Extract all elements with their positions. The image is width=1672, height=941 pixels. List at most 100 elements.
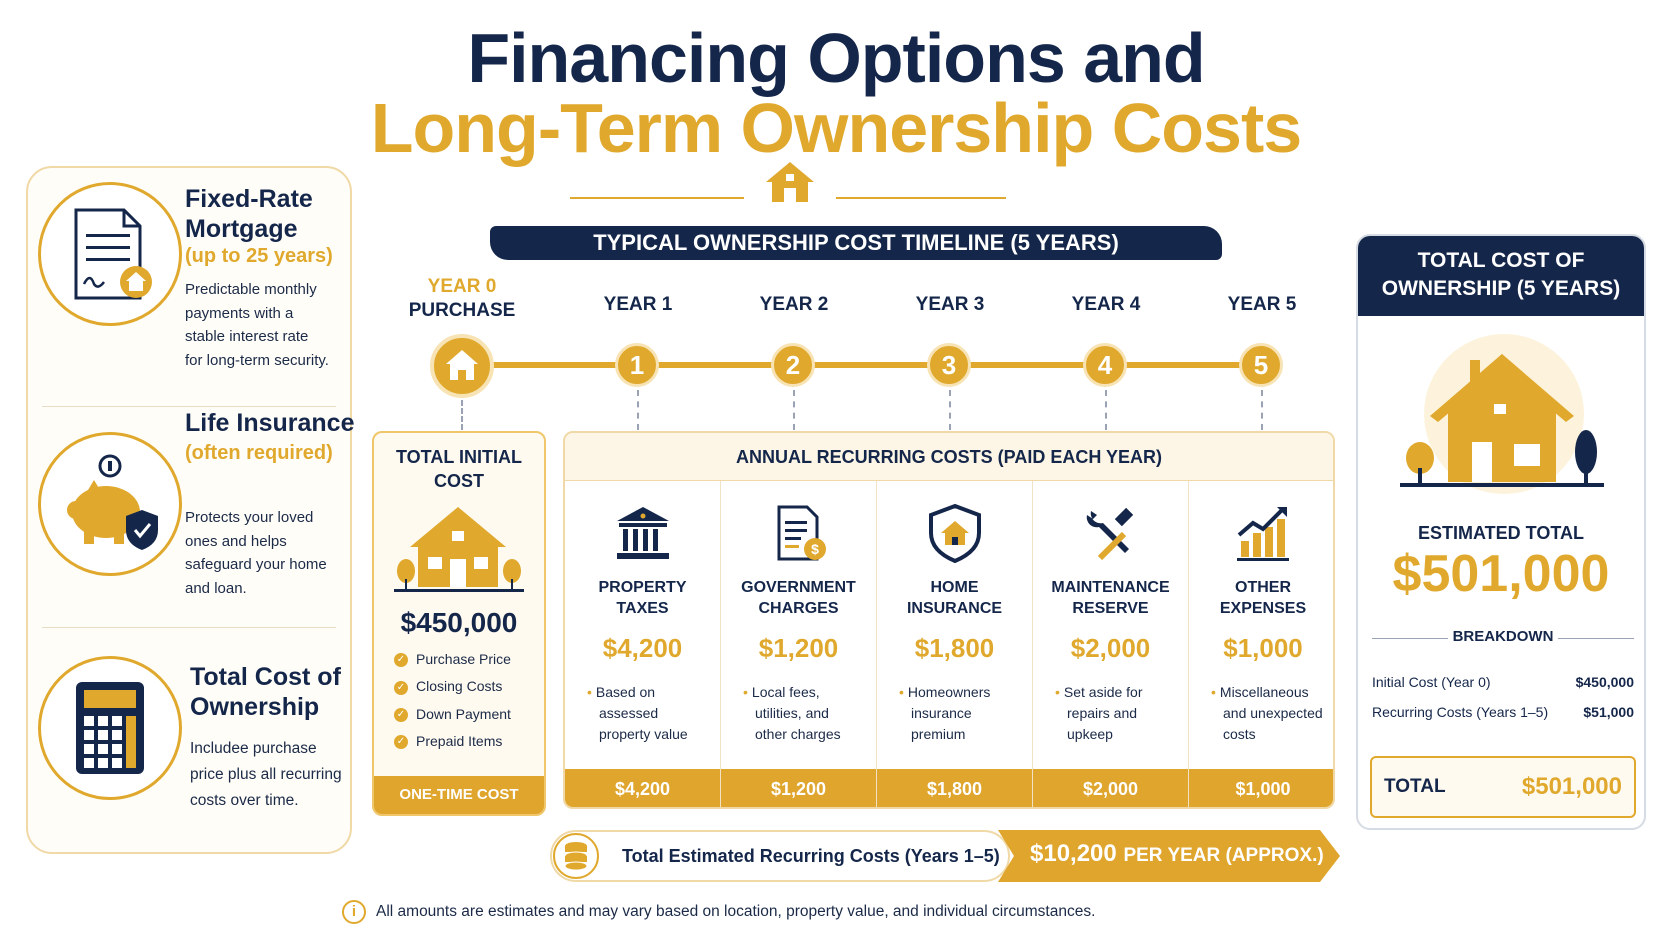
breakdown-row: Initial Cost (Year 0) $450,000: [1372, 674, 1634, 690]
timeline-year-label: YEAR 2: [759, 294, 829, 315]
recurring-item-amount: $2,000: [1070, 633, 1151, 663]
timeline-year-label: YEAR 3: [915, 294, 985, 315]
option-subtitle-mortgage: (up to 25 years): [185, 245, 333, 267]
recurring-item-footer: $1,800: [877, 769, 1032, 807]
initial-cost-card: TOTAL INITIAL COST $450,000 ✓ Purchase Pri…: [372, 431, 546, 816]
option-icon-circle: [38, 656, 182, 800]
recurring-summary-arrow: [998, 830, 1340, 882]
timeline-banner: TYPICAL OWNERSHIP COST TIMELINE (5 YEARS…: [490, 226, 1222, 260]
recurring-item-title: PROPERTY TAXES: [598, 579, 687, 617]
total-cost-panel: TOTAL COST OF OWNERSHIP (5 YEARS) ESTIMAT…: [1356, 234, 1646, 830]
recurring-item-title: HOME INSURANCE: [906, 579, 1003, 617]
recurring-item-maintenance-reserve: MAINTENANCE RESERVE $2,000 • Set aside for…: [1033, 481, 1189, 807]
calculator-icon: [76, 682, 144, 774]
option-desc-life-insurance: Protects your loved ones and helps safegua…: [185, 509, 327, 597]
option-icon-circle: [38, 432, 182, 576]
recurring-item-desc: • Local fees, utilities, and other charges: [743, 684, 841, 742]
timeline-connector: [793, 390, 795, 430]
check-icon: ✓: [394, 735, 408, 750]
recurring-item-amount: $1,800: [914, 633, 995, 663]
recurring-item-title: OTHER EXPENSES: [1219, 579, 1307, 617]
total-label: TOTAL: [1384, 776, 1446, 797]
option-icon-circle: [38, 182, 182, 326]
timeline-node-year-0: [430, 334, 494, 398]
recurring-costs-header: ANNUAL RECURRING COSTS (PAID EACH YEAR): [565, 433, 1333, 481]
initial-cost-title: TOTAL INITIAL COST: [396, 447, 522, 491]
timeline-connector: [949, 390, 951, 430]
house-icon: [1400, 334, 1604, 494]
house-icon: [766, 162, 814, 202]
option-desc-mortgage: Predictable monthly payments with a stable…: [185, 281, 329, 369]
title-divider-right: [836, 197, 1006, 199]
timeline-node: 5: [1239, 343, 1283, 387]
option-title-life-insurance: Life Insurance: [185, 409, 355, 437]
recurring-item-government-charges: $ GOVERNMENT CHARGES $1,200 • Local fees, u…: [721, 481, 877, 807]
info-icon: i: [342, 900, 366, 924]
timeline-connector: [1105, 390, 1107, 430]
recurring-item-desc: • Set aside for repairs and upkeep: [1055, 684, 1143, 742]
timeline-node: 3: [927, 343, 971, 387]
initial-cost-footer: ONE-TIME COST: [374, 776, 544, 814]
document-dollar-icon: $: [777, 505, 826, 561]
list-item: ✓ Down Payment: [394, 706, 544, 722]
recurring-item-other-expenses: OTHER EXPENSES $1,000 • Miscellaneous and u…: [1189, 481, 1333, 807]
divider: [42, 406, 336, 407]
piggy-bank-shield-icon: [67, 454, 158, 550]
recurring-item-amount: $1,200: [758, 633, 839, 663]
recurring-item-footer: $1,200: [721, 769, 876, 807]
tools-icon: [1086, 507, 1133, 561]
recurring-item-title: GOVERNMENT CHARGES: [741, 579, 856, 617]
recurring-item-footer: $1,000: [1189, 769, 1333, 807]
bank-building-icon: [616, 507, 669, 559]
timeline-node: 4: [1083, 343, 1127, 387]
recurring-item-amount: $1,000: [1223, 633, 1303, 663]
page-title-line-1: Financing Options and: [467, 19, 1205, 97]
breakdown-label: BREAKDOWN: [1448, 628, 1558, 645]
recurring-item-desc: • Based on assessed property value: [587, 684, 688, 742]
growth-chart-icon: [1237, 507, 1289, 561]
recurring-item-desc: • Homeowners insurance premium: [899, 684, 991, 742]
recurring-costs-card: ANNUAL RECURRING COSTS (PAID EACH YEAR) …: [563, 431, 1335, 809]
timeline-year-label: YEAR 5: [1227, 294, 1297, 315]
recurring-summary-label: Total Estimated Recurring Costs (Years 1…: [622, 846, 1000, 866]
recurring-item-desc: • Miscellaneous and unexpected costs: [1211, 684, 1323, 742]
estimated-total-label: ESTIMATED TOTAL: [1418, 523, 1584, 543]
mortgage-document-icon: [74, 208, 152, 300]
timeline-year-0-label: YEAR 0 PURCHASE: [408, 276, 516, 321]
timeline-year-label: YEAR 4: [1071, 294, 1141, 315]
timeline-year-label: YEAR 1: [603, 294, 673, 315]
total-value: $501,000: [1521, 773, 1622, 800]
recurring-item-footer: $2,000: [1033, 769, 1188, 807]
total-cost-header: TOTAL COST OF OWNERSHIP (5 YEARS): [1358, 236, 1644, 316]
svg-text:$: $: [811, 541, 819, 557]
recurring-item-footer: $4,200: [565, 769, 720, 807]
title-divider-left: [570, 197, 744, 199]
disclaimer-note: i All amounts are estimates and may vary …: [342, 900, 1095, 924]
recurring-summary-strip: [550, 830, 1010, 882]
house-icon: [394, 507, 524, 592]
list-item: ✓ Prepaid Items: [394, 733, 544, 750]
list-item: ✓ Purchase Price: [394, 651, 544, 668]
house-icon: [446, 350, 478, 380]
divider: [42, 627, 336, 628]
option-title-total-cost: Total Cost of Ownership: [190, 663, 341, 721]
list-item: ✓ Closing Costs: [394, 678, 544, 695]
check-icon: ✓: [394, 707, 408, 722]
option-subtitle-life-insurance: (often required): [185, 442, 333, 464]
breakdown-row: Recurring Costs (Years 1–5) $51,000: [1372, 704, 1634, 720]
timeline-node: 1: [615, 343, 659, 387]
initial-cost-amount: $450,000: [400, 607, 518, 638]
timeline-connector: [461, 400, 463, 430]
coins-icon: [553, 833, 599, 879]
check-icon: ✓: [394, 680, 408, 695]
total-row: TOTAL $501,000: [1370, 756, 1636, 818]
timeline-connector: [637, 390, 639, 430]
recurring-item-property-taxes: PROPERTY TAXES $4,200 • Based on assessed pr…: [565, 481, 721, 807]
shield-home-icon: [928, 503, 981, 563]
estimated-total-value: $501,000: [1392, 545, 1610, 603]
option-desc-total-cost: Includee purchase price plus all recurrin…: [190, 740, 342, 809]
timeline-node: 2: [771, 343, 815, 387]
page-title-line-2: Long-Term Ownership Costs: [370, 89, 1302, 167]
timeline-connector: [1261, 390, 1263, 430]
timeline-line: [462, 362, 1282, 368]
